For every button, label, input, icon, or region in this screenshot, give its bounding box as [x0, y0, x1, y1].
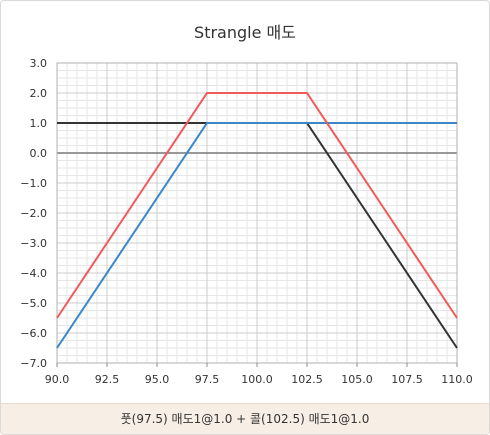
y-tick-label: −4.0: [20, 267, 47, 280]
series-line-3: [56, 92, 458, 319]
x-tick-label: 95.0: [145, 373, 170, 386]
y-tick-label: −7.0: [20, 357, 47, 370]
y-tick-label: −3.0: [20, 237, 47, 250]
y-tick-label: −2.0: [20, 207, 47, 220]
series-line-2: [56, 122, 457, 349]
x-tick-label: 107.5: [391, 373, 423, 386]
x-tick-label: 100.0: [241, 373, 273, 386]
x-tick-label: 105.0: [341, 373, 373, 386]
x-tick-label: 92.5: [95, 373, 120, 386]
y-tick-label: −6.0: [20, 327, 47, 340]
chart-title: Strangle 매도: [194, 23, 296, 42]
x-tick-label: 110.0: [441, 373, 473, 386]
x-tick-label: 102.5: [291, 373, 323, 386]
y-tick-label: 2.0: [30, 87, 48, 100]
y-tick-label: 3.0: [30, 57, 48, 70]
y-tick-label: −5.0: [20, 297, 47, 310]
y-tick-label: 1.0: [30, 117, 48, 130]
payoff-chart: 90.0 92.5 95.0 97.5 100.0 102.5 105.0 107.5 110.…: [20, 57, 473, 386]
chart-caption: 풋(97.5) 매도1@1.0 + 콜(102.5) 매도1@1.0: [1, 403, 489, 434]
y-tick-label: −1.0: [20, 177, 47, 190]
x-tick-label: 90.0: [45, 373, 70, 386]
y-tick-label: 0.0: [30, 147, 48, 160]
x-tick-label: 97.5: [195, 373, 220, 386]
